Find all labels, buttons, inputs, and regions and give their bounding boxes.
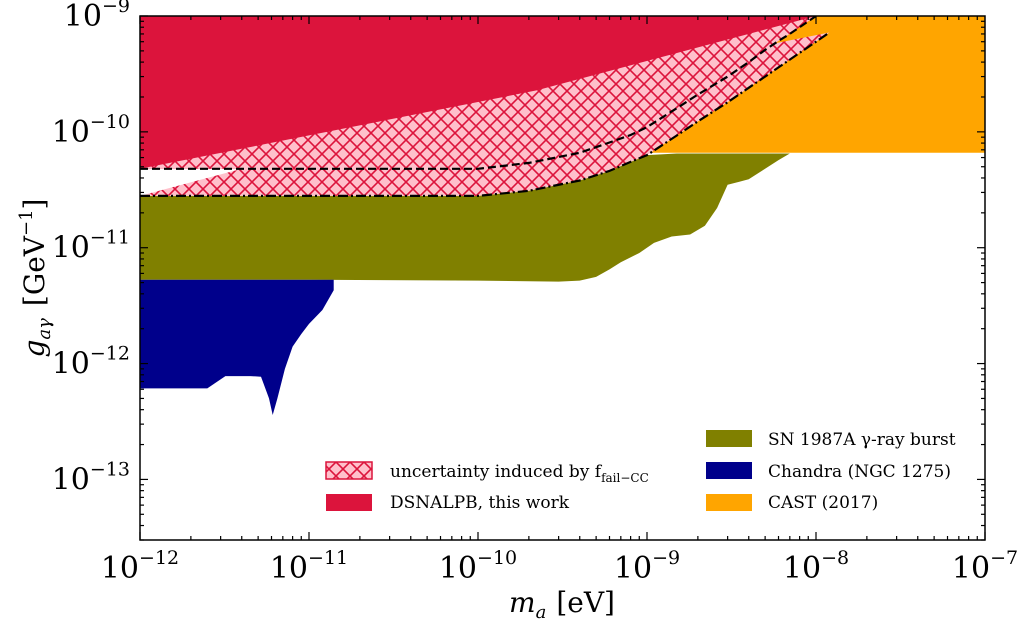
plot-frame — [139, 15, 986, 541]
legend-swatch-sn1987a — [706, 430, 752, 447]
x-tick-label: 10−9 — [614, 547, 680, 586]
legend-label-uncertainty: uncertainty induced by ffail−CC — [390, 462, 649, 485]
y-tick-label: 10−10 — [52, 111, 130, 150]
legend-label-cast: CAST (2017) — [768, 493, 878, 513]
band-boundary-lines — [140, 16, 831, 197]
x-tick-label: 10−11 — [270, 547, 348, 586]
region-sn-1987a-ray-burst — [140, 153, 790, 282]
y-tick-label: 10−9 — [64, 0, 130, 34]
x-tick-label: 10−7 — [952, 547, 1018, 586]
legend-label-dsnalpb: DSNALPB, this work — [390, 493, 570, 513]
plot-area — [140, 16, 985, 415]
x-axis-label: ma [eV] — [509, 586, 615, 622]
legend-right: SN 1987A γ-ray burst Chandra (NGC 1275) … — [706, 430, 956, 513]
legend-label-chandra: Chandra (NGC 1275) — [768, 462, 951, 482]
legend-swatch-uncertainty — [325, 461, 373, 480]
x-tick-label: 10−10 — [439, 547, 517, 586]
x-tick-labels: 10−12 10−11 10−10 10−9 10−8 10−7 — [101, 547, 1018, 586]
legend-label-sn1987a: SN 1987A γ-ray burst — [768, 430, 956, 450]
exclusion-regions — [140, 16, 985, 415]
region-chandra-ngc-1275 — [140, 279, 334, 415]
y-tick-labels: 10−13 10−12 10−11 10−10 10−9 — [52, 0, 130, 497]
region-uncertainty-induced-by-f — [140, 16, 830, 196]
legend-left: uncertainty induced by ffail−CC DSNALPB,… — [325, 461, 649, 513]
legend-swatch-cast — [706, 494, 752, 511]
band-lower-dashdot-line — [140, 31, 831, 197]
x-tick-label: 10−12 — [101, 547, 179, 586]
region-dsnalpb-this-work — [140, 16, 816, 169]
band-upper-dashed-line — [140, 16, 817, 170]
y-axis-label: gaγ[GeV−1] — [16, 198, 55, 357]
y-tick-label: 10−11 — [52, 227, 130, 266]
legend-swatch-dsnalpb — [326, 494, 372, 511]
y-tick-label: 10−13 — [52, 458, 130, 497]
legend-swatch-chandra — [706, 462, 752, 479]
x-tick-label: 10−8 — [783, 547, 849, 586]
y-tick-label: 10−12 — [52, 343, 130, 382]
axis-ticks — [139, 15, 986, 541]
